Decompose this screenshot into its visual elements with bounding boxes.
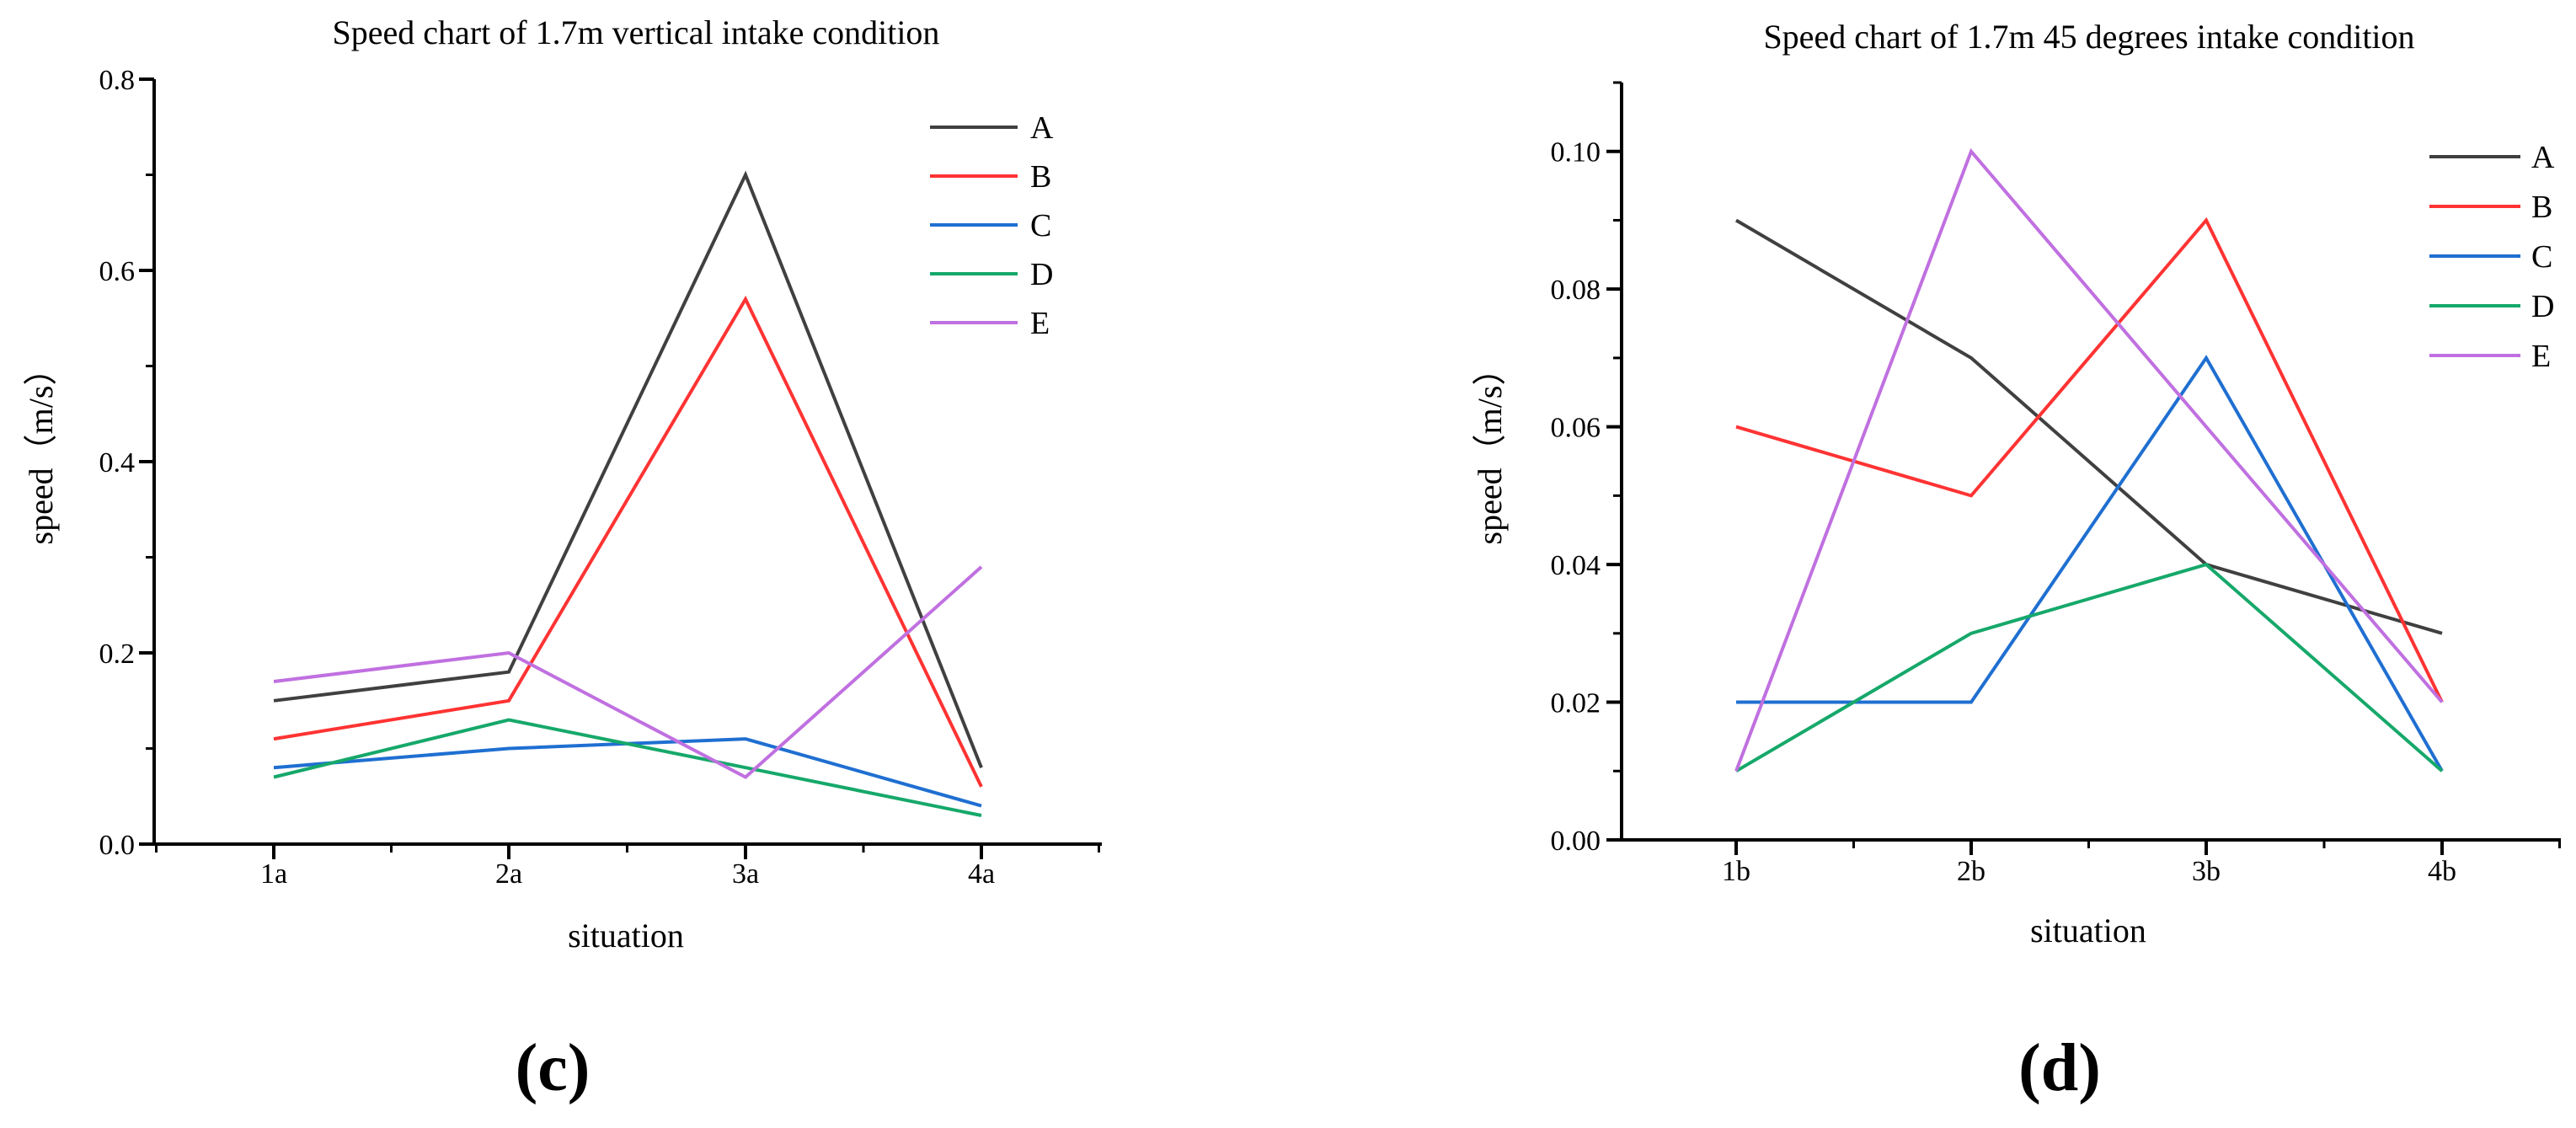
y-tick-label: 0.02: [1551, 688, 1601, 719]
x-tick-label: 4b: [2428, 856, 2456, 887]
legend-label-a: A: [2531, 140, 2555, 175]
legend-label-c: C: [2531, 239, 2552, 275]
x-tick-label: 3a: [732, 858, 759, 890]
y-tick-label: 0.0: [99, 830, 136, 861]
y-tick-label: 0.06: [1551, 413, 1601, 444]
series-line-e: [1734, 147, 2444, 772]
y-tick-label: 0.00: [1551, 826, 1601, 857]
panel-label-d: (d): [2018, 1031, 2101, 1105]
y-tick-label: 0.6: [99, 256, 136, 287]
legend-label-a: A: [1030, 110, 1054, 146]
legend-label-b: B: [2531, 190, 2552, 225]
series-line-a: [1734, 218, 2443, 635]
x-axis-label: situation: [568, 917, 684, 954]
x-tick-label: 1b: [1722, 856, 1750, 887]
x-axis-label: situation: [2030, 911, 2146, 949]
y-tick-label: 0.04: [1551, 550, 1601, 581]
x-tick-label: 1a: [260, 858, 287, 890]
legend-label-e: E: [1030, 306, 1050, 341]
chart-title: Speed chart of 1.7m 45 degrees intake co…: [1763, 18, 2414, 56]
legend-label-b: B: [1030, 159, 1051, 195]
chart-d: Speed chart of 1.7m 45 degrees intake co…: [1471, 18, 2561, 949]
y-tick-label: 0.08: [1551, 275, 1601, 306]
series-line-e: [273, 565, 983, 779]
series-line-b: [273, 295, 983, 788]
y-tick-label: 0.4: [99, 447, 136, 478]
legend-label-e: E: [2531, 339, 2551, 374]
series-line-d: [1734, 562, 2444, 773]
y-axis-label: speed（m/s）: [22, 352, 60, 545]
y-axis-label: speed（m/s）: [1471, 352, 1509, 545]
panel-label-c: (c): [515, 1031, 591, 1105]
series-line-c: [273, 737, 982, 808]
chart-title: Speed chart of 1.7m vertical intake cond…: [333, 13, 940, 51]
chart-c: Speed chart of 1.7m vertical intake cond…: [22, 13, 1102, 954]
x-tick-label: 2a: [495, 858, 522, 890]
series-line-d: [273, 718, 982, 817]
legend-label-d: D: [1030, 257, 1053, 292]
x-tick-label: 2b: [1957, 856, 1985, 887]
legend-label-d: D: [2531, 289, 2554, 324]
y-tick-label: 0.8: [99, 65, 136, 96]
x-tick-label: 4a: [968, 858, 995, 890]
y-tick-label: 0.10: [1551, 137, 1601, 168]
y-tick-label: 0.2: [99, 639, 136, 670]
legend-label-c: C: [1030, 208, 1051, 243]
x-tick-label: 3b: [2192, 856, 2221, 887]
series-line-a: [273, 170, 983, 768]
